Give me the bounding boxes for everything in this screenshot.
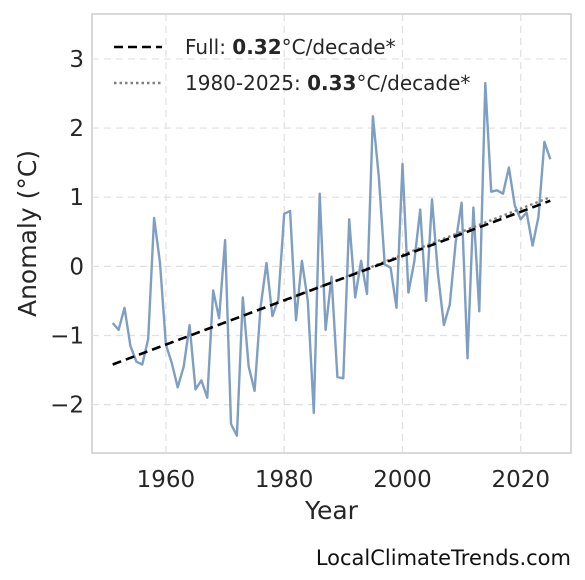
y-tick-label: 1	[69, 185, 84, 211]
legend-entry-full: Full: 0.32°C/decade*	[185, 35, 396, 59]
y-axis-label: Anomaly (°C)	[13, 150, 42, 317]
plot-area	[91, 13, 572, 454]
legend-1980-prefix: 1980-2025:	[185, 71, 307, 95]
trend-line-full	[112, 199, 551, 366]
y-tick-label: 3	[69, 47, 84, 73]
y-tick-label: 2	[69, 116, 84, 142]
tick-labels: 1960 1980 2000 2020 −2 −1 0 1 2 3	[50, 47, 550, 493]
legend-full-value: 0.32	[232, 35, 281, 59]
legend-full-suffix: °C/decade*	[282, 35, 396, 59]
trend-line-1980-2025	[283, 196, 551, 303]
x-tick-label: 2020	[491, 467, 550, 493]
series-layer	[111, 81, 552, 437]
legend-1980-value: 0.33	[307, 71, 356, 95]
legend-full-prefix: Full:	[185, 35, 232, 59]
y-tick-label: −1	[50, 323, 84, 349]
y-tick-label: −2	[50, 393, 84, 419]
x-tick-label: 2000	[373, 467, 432, 493]
x-tick-label: 1960	[137, 467, 196, 493]
x-axis-label: Year	[304, 496, 359, 525]
x-tick-label: 1980	[255, 467, 314, 493]
anomaly-series-line	[111, 81, 552, 437]
footer-source: LocalClimateTrends.com	[315, 546, 571, 570]
grid	[92, 14, 571, 453]
legend-1980-suffix: °C/decade*	[356, 71, 470, 95]
y-tick-label: 0	[69, 254, 84, 280]
legend-entry-1980-2025: 1980-2025: 0.33°C/decade*	[185, 71, 470, 95]
legend: Full: 0.32°C/decade* 1980-2025: 0.33°C/d…	[114, 35, 470, 95]
